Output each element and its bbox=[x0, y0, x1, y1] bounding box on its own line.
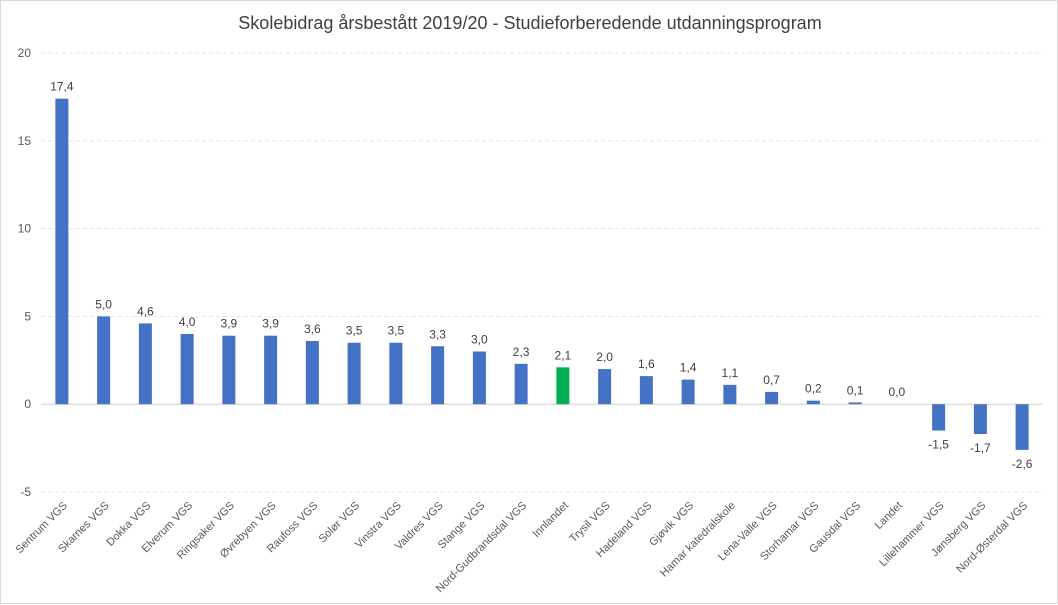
bar bbox=[932, 404, 946, 431]
bar bbox=[180, 333, 194, 405]
data-label: 0,1 bbox=[847, 383, 864, 397]
bar bbox=[973, 404, 987, 435]
data-label: 3,5 bbox=[346, 324, 363, 338]
y-tick-label: 20 bbox=[18, 46, 32, 60]
bar bbox=[1015, 404, 1029, 450]
bar bbox=[765, 391, 779, 405]
data-label: -1,5 bbox=[928, 438, 949, 452]
bar bbox=[264, 335, 278, 405]
gridlines bbox=[41, 52, 1043, 493]
y-axis-ticks: -5 0 5 10 15 20 bbox=[18, 46, 32, 499]
data-label: 5,0 bbox=[95, 297, 112, 311]
y-tick-label: 10 bbox=[18, 222, 32, 236]
bar bbox=[514, 363, 528, 405]
bar bbox=[472, 351, 486, 405]
data-label: 1,1 bbox=[722, 366, 739, 380]
category-label: Trysil VGS bbox=[567, 500, 612, 545]
bars bbox=[55, 98, 1029, 450]
data-label: -1,7 bbox=[970, 441, 991, 455]
category-label: Landet bbox=[873, 500, 905, 532]
category-label: Innlandet bbox=[531, 500, 571, 540]
chart-title: Skolebidrag årsbestått 2019/20 - Studief… bbox=[238, 13, 822, 33]
bar bbox=[389, 342, 403, 405]
bar bbox=[138, 323, 152, 405]
bar bbox=[598, 369, 612, 405]
data-label: 2,0 bbox=[596, 350, 613, 364]
data-label: 2,3 bbox=[513, 345, 530, 359]
data-label: 3,9 bbox=[221, 317, 238, 331]
data-label: 3,6 bbox=[304, 322, 321, 336]
data-label: 4,0 bbox=[179, 315, 196, 329]
y-tick-label: 0 bbox=[24, 397, 31, 411]
data-label: 3,9 bbox=[262, 317, 279, 331]
bar bbox=[305, 340, 319, 405]
y-tick-label: 5 bbox=[24, 309, 31, 323]
bar bbox=[723, 384, 737, 405]
data-label: 3,0 bbox=[471, 333, 488, 347]
data-label: 2,1 bbox=[555, 348, 572, 362]
bar bbox=[347, 342, 361, 405]
data-label: 3,3 bbox=[429, 327, 446, 341]
data-label: 0,7 bbox=[763, 373, 780, 387]
category-label: Nord-Østerdal VGS bbox=[954, 500, 1030, 576]
bar bbox=[681, 379, 695, 405]
data-label: 0,2 bbox=[805, 382, 822, 396]
bar bbox=[55, 98, 69, 405]
data-label: 3,5 bbox=[388, 324, 405, 338]
data-label: 4,6 bbox=[137, 304, 154, 318]
bar bbox=[639, 376, 653, 405]
bar bbox=[222, 335, 236, 405]
y-tick-label: -5 bbox=[20, 485, 31, 499]
bar bbox=[556, 367, 570, 405]
data-labels: 17,4 5,0 4,6 4,0 3,9 3,9 3,6 3,5 3,5 3,3 3,0 2,3 2,1… bbox=[50, 80, 1033, 471]
data-label: 1,4 bbox=[680, 361, 697, 375]
bar bbox=[97, 316, 111, 405]
data-label: 17,4 bbox=[50, 80, 74, 94]
bar bbox=[431, 346, 445, 405]
data-label: 0,0 bbox=[889, 385, 906, 399]
data-label: 1,6 bbox=[638, 357, 655, 371]
bar bbox=[848, 402, 862, 405]
bar bbox=[806, 400, 820, 405]
data-label: -2,6 bbox=[1012, 457, 1033, 471]
category-label: Hamar katedralskole bbox=[658, 500, 738, 580]
y-tick-label: 15 bbox=[18, 134, 32, 148]
